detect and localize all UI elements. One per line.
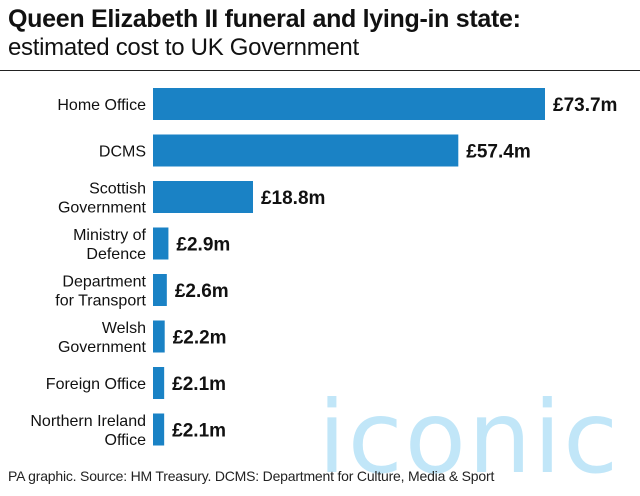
category-label-0: Home Office [57,97,146,114]
category-label-4: Department for Transport [55,274,146,310]
bar-1 [153,134,459,167]
category-label-1: DCMS [99,144,146,161]
category-label-line: Office [105,432,147,449]
value-label-6: £2.1m [172,374,226,395]
category-label-line: Defence [86,246,146,263]
value-label-4: £2.6m [175,281,229,302]
category-label-line: Government [58,200,147,217]
category-label-line: DCMS [99,144,146,161]
bar-5 [153,320,165,353]
category-label-line: for Transport [55,293,146,310]
bar-0 [153,88,545,120]
category-label-line: Welsh [102,320,146,337]
category-label-line: Home Office [57,97,146,114]
category-label-5: Welsh Government [58,320,147,356]
category-label-6: Foreign Office [46,376,146,393]
category-label-line: Northern Ireland [30,413,146,430]
category-label-7: Northern Ireland Office [30,413,146,449]
source-note: PA graphic. Source: HM Treasury. DCMS: D… [8,468,495,484]
bar-7 [153,413,165,446]
category-label-line: Scottish [89,181,146,198]
category-label-3: Ministry of Defence [73,227,146,263]
value-label-2: £18.8m [261,188,325,209]
bar-3 [153,227,169,260]
title-divider [0,70,640,71]
value-label-7: £2.1m [172,421,226,442]
category-label-line: Foreign Office [46,376,146,393]
category-label-line: Department [62,274,146,291]
category-label-2: Scottish Government [58,181,147,217]
value-label-3: £2.9m [176,235,230,256]
bar-6 [153,367,165,399]
chart-title: Queen Elizabeth II funeral and lying-in … [8,5,521,33]
bar-4 [153,274,167,306]
chart-subtitle: estimated cost to UK Government [8,34,359,61]
category-label-line: Ministry of [73,227,146,244]
value-label-5: £2.2m [173,328,227,349]
bar-2 [153,181,253,213]
value-label-1: £57.4m [466,142,530,163]
value-label-0: £73.7m [553,95,617,116]
category-label-line: Government [58,339,147,356]
